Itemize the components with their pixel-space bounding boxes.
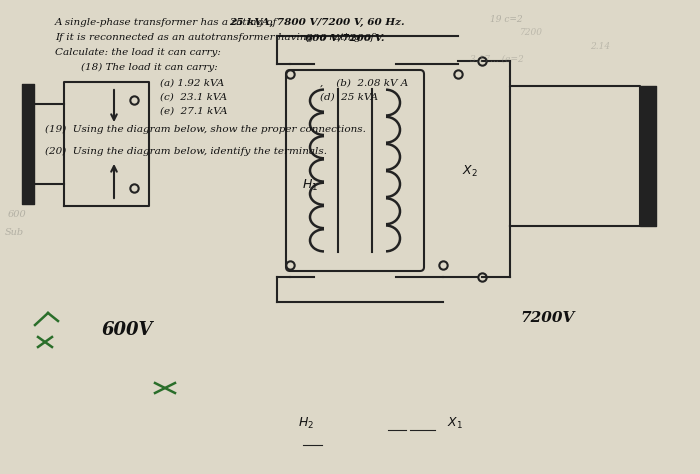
Text: 600 V/7200 V.: 600 V/7200 V. xyxy=(305,33,384,42)
Text: ,    (b)  2.08 kV A: , (b) 2.08 kV A xyxy=(320,79,408,88)
Text: (d)  25 kVA: (d) 25 kVA xyxy=(320,93,378,102)
Text: A single-phase transformer has a rating of: A single-phase transformer has a rating … xyxy=(55,18,281,27)
Text: 2.14: 2.14 xyxy=(590,42,610,51)
Text: (c)  23.1 kVA: (c) 23.1 kVA xyxy=(160,93,227,102)
Text: 600V: 600V xyxy=(102,321,153,339)
Text: (e)  27.1 kVA: (e) 27.1 kVA xyxy=(160,107,228,116)
Text: (18) The load it can carry:: (18) The load it can carry: xyxy=(55,63,218,72)
Text: (19)  Using the diagram below, show the proper connections.: (19) Using the diagram below, show the p… xyxy=(45,125,366,134)
Text: $X_1$: $X_1$ xyxy=(447,416,463,431)
Text: (20)  Using the diagram below, identify the terminals.: (20) Using the diagram below, identify t… xyxy=(45,147,327,156)
Text: $H_1$: $H_1$ xyxy=(302,178,318,193)
Text: If it is reconnected as an autotransformer having  a rating of: If it is reconnected as an autotransform… xyxy=(55,33,377,42)
Text: Calculate: the load it can carry:: Calculate: the load it can carry: xyxy=(55,48,221,57)
Text: $H_2$: $H_2$ xyxy=(298,416,314,431)
Text: (a) 1.92 kVA: (a) 1.92 kVA xyxy=(160,79,224,88)
Text: 19 c=2: 19 c=2 xyxy=(490,15,523,24)
Text: Sub: Sub xyxy=(5,228,24,237)
Text: 3.17... (e=2: 3.17... (e=2 xyxy=(470,55,524,64)
Text: 7200V: 7200V xyxy=(520,311,575,325)
Text: 25 kVA, 7800 V/7200 V, 60 Hz.: 25 kVA, 7800 V/7200 V, 60 Hz. xyxy=(229,18,405,27)
Text: 600: 600 xyxy=(8,210,27,219)
Text: 7200: 7200 xyxy=(520,28,543,37)
Text: $X_2$: $X_2$ xyxy=(462,164,478,179)
